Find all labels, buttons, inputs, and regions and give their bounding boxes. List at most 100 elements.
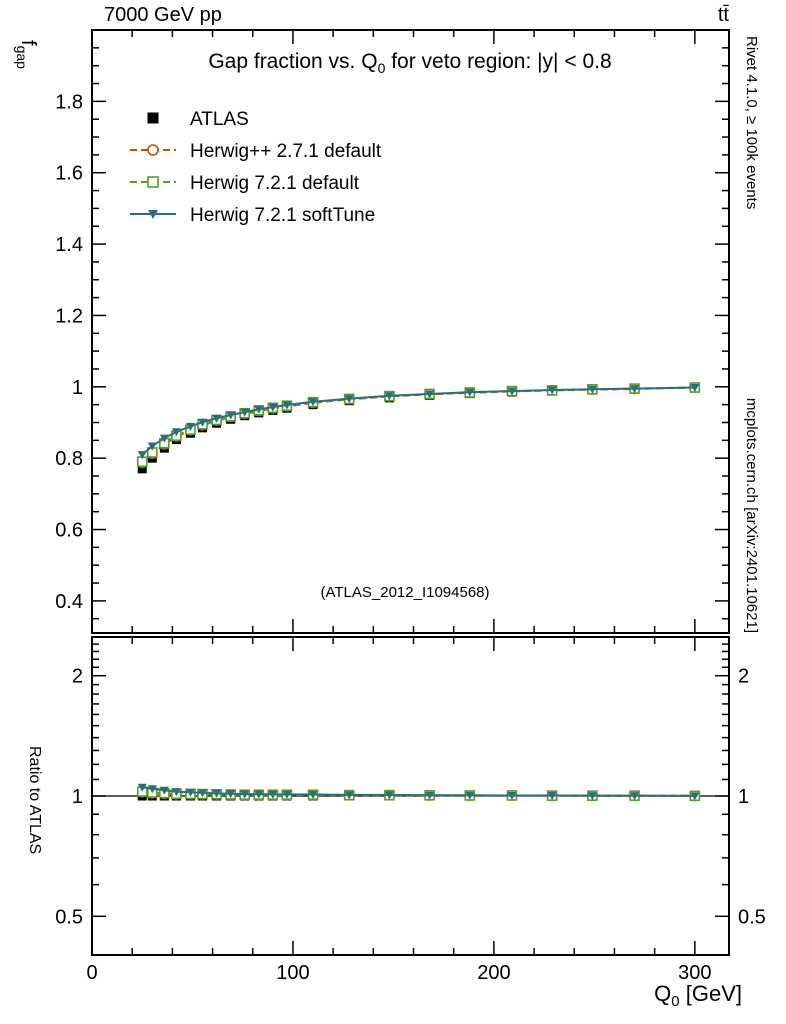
tick-label: 1.8 [55, 91, 83, 113]
triangle-down-filled-marker [308, 791, 318, 800]
triangle-down-filled-marker [344, 395, 354, 404]
tick-label: 0.8 [55, 448, 83, 470]
triangle-down-filled-marker [147, 785, 157, 794]
legend-markers [130, 112, 176, 219]
tick-label: 1.2 [55, 305, 83, 327]
triangle-down-filled-marker [425, 791, 435, 800]
triangle-down-filled-marker [282, 790, 292, 799]
triangle-down-filled-marker [159, 786, 169, 795]
series-herwig-7.2.1-default [136, 382, 701, 468]
tick-label: 2 [72, 666, 83, 688]
triangle-down-filled-marker [308, 398, 318, 407]
triangle-down-filled-marker [587, 385, 597, 394]
triangle-down-filled-marker [630, 792, 640, 801]
plot-title-pre: Gap fraction vs. Q [208, 50, 377, 73]
x-axis-title-pre: Q [654, 981, 671, 1006]
tick-label: 100 [276, 962, 309, 984]
circle-open-marker [147, 144, 159, 156]
triangle-down-filled-marker [344, 791, 354, 800]
rivet-version-label: Rivet 4.1.0, ≥ 100k events [743, 36, 760, 209]
triangle-down-filled-marker [171, 788, 181, 797]
triangle-down-filled-marker [240, 790, 250, 799]
plot-title-post: for veto region: |y| < 0.8 [385, 50, 611, 73]
triangle-down-filled-marker [690, 792, 700, 801]
triangle-down-filled-marker [240, 408, 250, 417]
triangle-down-filled-marker [384, 791, 394, 800]
triangle-down-filled-marker [507, 387, 517, 396]
tick-label: 0.5 [55, 906, 83, 928]
ratio-series-herwig-7.2.1-softtune [137, 783, 700, 801]
y-axis-title: fgap [14, 40, 39, 69]
triangle-down-filled-marker [198, 789, 208, 798]
tick-label: 200 [477, 962, 510, 984]
triangle-down-filled-marker [425, 390, 435, 399]
triangle-down-filled-marker [465, 791, 475, 800]
tick-label: 0.4 [55, 591, 83, 613]
triangle-down-filled-marker [198, 418, 208, 427]
y-axis-title-sub: gap [14, 46, 30, 70]
tick-label: 2 [738, 666, 749, 688]
square-filled-marker [147, 112, 159, 124]
triangle-down-filled-marker [212, 414, 222, 423]
x-axis-title-post: [GeV] [680, 981, 742, 1006]
process-label: tt̄ [718, 4, 730, 26]
triangle-down-filled-marker [587, 792, 597, 801]
triangle-down-filled-marker [137, 451, 147, 460]
tick-label: 1.6 [55, 163, 83, 185]
tick-label: 0.6 [55, 520, 83, 542]
main-frame [91, 29, 730, 634]
tick-label: 1 [72, 786, 83, 808]
y-axis-title-main: f [17, 40, 39, 46]
triangle-down-filled-marker [254, 405, 264, 414]
x-axis-title: Q0 [GeV] [654, 981, 742, 1010]
tick-label: 0 [86, 962, 97, 984]
series-line [141, 386, 695, 464]
triangle-down-filled-marker [137, 783, 147, 792]
tick-label: 0.5 [738, 906, 766, 928]
plot-title: Gap fraction vs. Q0 for veto region: |y|… [208, 50, 611, 76]
triangle-down-filled-marker [212, 789, 222, 798]
tick-label: 1 [72, 377, 83, 399]
main-panel-series [136, 382, 701, 474]
triangle-down-filled-marker [268, 790, 278, 799]
series-line [142, 786, 695, 797]
triangle-down-filled-marker [254, 790, 264, 799]
series-line [141, 386, 695, 463]
axis-tick-labels: 0 100 200 300 0.4 0.6 0.8 1 1.2 1.4 1.6 1.8 0.5 0.5 1 1… [55, 91, 766, 984]
triangle-down-filled-marker [282, 401, 292, 410]
square-filled-marker [137, 464, 147, 474]
analysis-id-watermark: (ATLAS_2012_I1094568) [320, 584, 489, 601]
tick-label: 1.4 [55, 234, 83, 256]
triangle-down-filled-marker [147, 442, 157, 451]
x-axis-title-sub: 0 [671, 993, 679, 1010]
triangle-down-filled-marker [465, 388, 475, 397]
triangle-down-filled-marker [268, 403, 278, 412]
legend-label-herwig-721-default: Herwig 7.2.1 default [190, 173, 360, 194]
legend-label-herwigpp-271-default: Herwig++ 2.7.1 default [190, 141, 382, 162]
series-herwig++-2.7.1-default [136, 382, 701, 469]
axis-ticks [91, 30, 729, 956]
triangle-down-filled-marker [384, 392, 394, 401]
series-herwig-7.2.1-softtune [137, 384, 700, 460]
triangle-down-filled-marker [226, 790, 236, 799]
series-atlas [137, 383, 700, 474]
triangle-down-filled-marker [226, 411, 236, 420]
tick-label: 1 [738, 786, 749, 808]
tick-label: 300 [678, 962, 711, 984]
ratio-axis-title: Ratio to ATLAS [26, 746, 43, 854]
triangle-down-filled-marker [185, 788, 195, 797]
triangle-down-filled-marker [547, 386, 557, 395]
triangle-down-filled-marker [690, 384, 700, 393]
mcplots-arxiv-label: mcplots.cern.ch [arXiv:2401.10621] [743, 398, 760, 633]
legend-label-atlas: ATLAS [190, 109, 249, 130]
triangle-down-filled-marker [507, 791, 517, 800]
series-line [141, 386, 695, 456]
triangle-down-filled-marker [171, 428, 181, 437]
beam-energy-label: 7000 GeV pp [104, 4, 222, 26]
legend-label-herwig-721-softtune: Herwig 7.2.1 softTune [190, 205, 375, 226]
plot-title-sub: 0 [378, 60, 386, 76]
square-open-marker [147, 176, 159, 188]
triangle-down-filled-marker [547, 791, 557, 800]
